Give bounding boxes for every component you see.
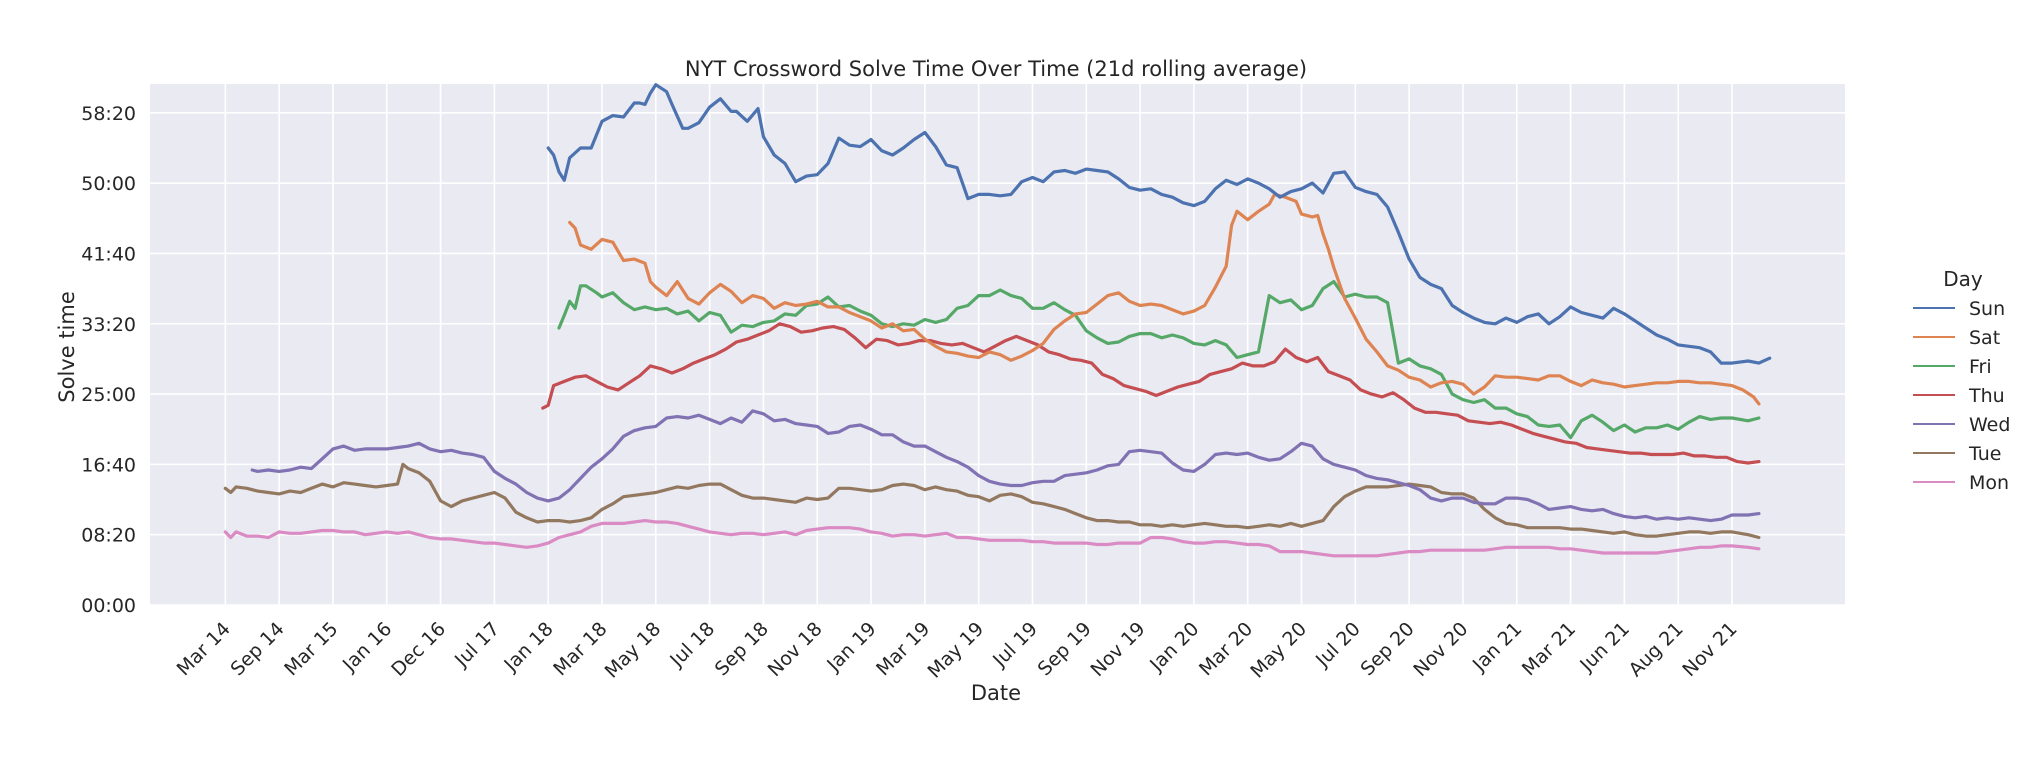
legend: Day Sun Sat Fri Thu Wed Tue Mon <box>1913 267 2010 494</box>
legend-label-mon: Mon <box>1969 472 2009 494</box>
legend-items: Sun Sat Fri Thu Wed Tue Mon <box>1913 298 2010 494</box>
x-gridlines <box>224 84 1733 605</box>
y-tick-label: 41:40 <box>81 243 136 265</box>
x-tick-label: Mar 21 <box>1518 618 1580 680</box>
x-tick-label: Nov 19 <box>1086 618 1149 681</box>
x-tick-label: Sep 18 <box>711 618 773 680</box>
y-tick-label: 58:20 <box>81 103 136 125</box>
legend-label-fri: Fri <box>1969 356 1992 378</box>
x-tick-label: Sep 20 <box>1356 618 1418 680</box>
legend-label-tue: Tue <box>1968 443 2001 465</box>
x-tick-label: Mar 18 <box>549 618 611 680</box>
legend-label-wed: Wed <box>1969 414 2010 436</box>
x-tick-label: Jan 18 <box>499 618 557 676</box>
series-lines <box>223 83 1772 558</box>
legend-label-thu: Thu <box>1968 385 2005 407</box>
y-tick-label: 50:00 <box>81 173 136 195</box>
x-tick-label: May 20 <box>1246 618 1311 683</box>
x-tick-label: Sep 19 <box>1034 618 1096 680</box>
series-line-mon <box>223 518 1761 558</box>
x-tick-label: May 19 <box>924 618 989 683</box>
x-tick-label: Nov 20 <box>1409 618 1472 681</box>
x-axis-title: Date <box>971 681 1021 705</box>
y-tick-label: 33:20 <box>81 314 136 336</box>
x-tick-label: Nov 21 <box>1678 618 1741 681</box>
x-tick-label: Sep 14 <box>226 618 288 680</box>
y-tick-label: 00:00 <box>81 595 136 617</box>
legend-label-sat: Sat <box>1969 327 2000 349</box>
x-tick-label: Jan 16 <box>338 618 396 676</box>
y-tick-labels: 00:00 08:20 16:40 25:00 33:20 41:40 50:00 58:20 <box>81 103 136 617</box>
series-line-thu <box>541 322 1761 465</box>
x-tick-label: Dec 16 <box>387 618 450 681</box>
y-gridlines <box>150 112 1845 606</box>
y-tick-label: 25:00 <box>81 384 136 406</box>
chart-title: NYT Crossword Solve Time Over Time (21d … <box>685 57 1307 81</box>
x-tick-label: Jul 17 <box>450 618 504 672</box>
x-tick-label: Mar 20 <box>1195 618 1257 680</box>
x-tick-label: Mar 19 <box>872 618 934 680</box>
x-tick-label: Nov 18 <box>764 618 827 681</box>
x-tick-label: Jun 21 <box>1575 618 1634 677</box>
legend-label-sun: Sun <box>1969 298 2005 320</box>
x-tick-label: Jan 20 <box>1145 618 1203 676</box>
x-tick-label: Jan 21 <box>1468 618 1526 676</box>
series-line-tue <box>223 462 1761 540</box>
series-line-fri <box>557 280 1761 440</box>
x-tick-label: Jan 19 <box>822 618 880 676</box>
series-line-wed <box>250 409 1761 523</box>
series-line-sat <box>568 192 1761 406</box>
y-tick-label: 16:40 <box>81 454 136 476</box>
x-tick-label: Aug 21 <box>1625 618 1688 681</box>
legend-title: Day <box>1943 267 1983 291</box>
y-axis-title: Solve time <box>55 291 79 402</box>
y-tick-label: 08:20 <box>81 525 136 547</box>
series-line-sun <box>546 83 1772 365</box>
x-tick-label: May 18 <box>601 618 666 683</box>
x-tick-label: Mar 15 <box>280 618 342 680</box>
x-tick-label: Mar 14 <box>173 618 235 680</box>
